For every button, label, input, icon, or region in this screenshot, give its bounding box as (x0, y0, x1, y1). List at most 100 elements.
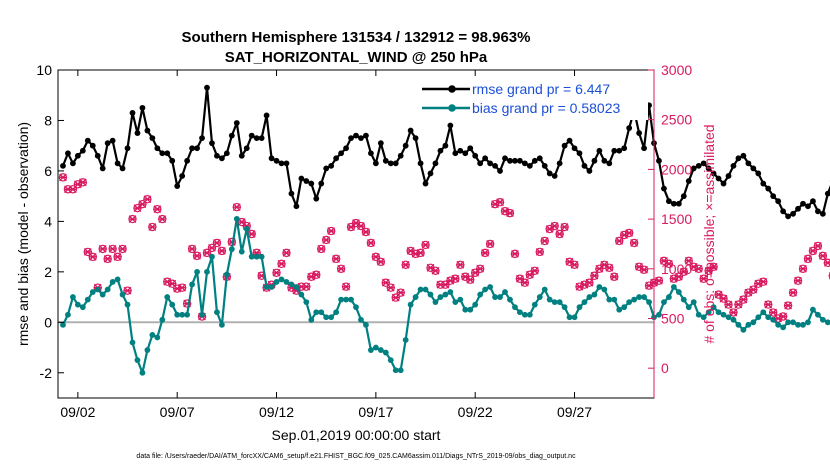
bias-data-point (656, 311, 662, 318)
bias-data-point (497, 294, 503, 300)
obs-assimilated-point (605, 263, 614, 272)
rmse-data-point (223, 150, 230, 157)
bias-data-point (343, 296, 349, 303)
rmse-data-point (586, 168, 593, 174)
bias-data-point (89, 289, 96, 295)
obs-assimilated-point (232, 203, 241, 212)
obs-assimilated-point (302, 282, 311, 291)
y-right-tick-label: 500 (661, 310, 685, 326)
obs-assimilated-point (356, 222, 365, 230)
rmse-data-point (412, 135, 419, 142)
obs-assimilated-point (317, 245, 326, 253)
obs-assimilated-point (699, 274, 708, 283)
rmse-data-point (184, 157, 191, 164)
obs-assimilated-point (272, 268, 281, 277)
obs-assimilated-point (625, 229, 634, 237)
obs-assimilated-point (451, 274, 460, 283)
rmse-data-point (566, 137, 573, 144)
obs-assimilated-point (148, 223, 157, 231)
obs-assimilated-point (664, 259, 673, 268)
rmse-data-point (795, 205, 801, 212)
rmse-data-point (179, 173, 186, 179)
bias-data-point (611, 296, 618, 303)
bias-data-point (507, 296, 513, 303)
obs-assimilated-point (396, 288, 405, 297)
rmse-data-point (581, 162, 588, 169)
y-left-tick-label: -2 (40, 365, 53, 381)
obs-assimilated-point (471, 268, 480, 277)
obs-assimilated-point (247, 230, 256, 238)
obs-assimilated-point (366, 239, 375, 247)
rmse-data-point (70, 160, 76, 167)
axes: 09/02 09/07 09/12 09/17 09/22 09/27 10 8 6 4 2 0 -2 3… (36, 62, 692, 420)
bias-data-point (238, 248, 245, 255)
rmse-data-point (661, 185, 667, 192)
bias-data-point (422, 286, 429, 293)
rmse-data-point (323, 165, 330, 172)
obs-assimilated-point (704, 266, 713, 275)
obs-assimilated-point (789, 288, 798, 297)
bias-data-point (184, 311, 191, 318)
bias-data-point (785, 319, 791, 326)
rmse-data-point (214, 152, 220, 159)
obs-assimilated-point (133, 204, 142, 213)
rmse-data-point (392, 160, 399, 167)
bias-data-point (417, 286, 424, 293)
rmse-data-point (219, 155, 225, 162)
legend: rmse grand pr = 6.447 bias grand pr = 0.… (412, 78, 648, 120)
obs-assimilated-point (108, 245, 117, 253)
obs-assimilated-point (128, 215, 137, 223)
rmse-data-point (492, 162, 498, 169)
data-file-footnote: data file: /Users/raeder/DAI/ATM_forcXX/… (136, 453, 576, 460)
x-tick-label: 09/07 (160, 404, 195, 420)
bias-data-point (223, 271, 230, 278)
obs-assimilated-point (78, 178, 87, 187)
obs-assimilated-point (322, 236, 331, 244)
rmse-data-point (780, 208, 787, 215)
rmse-data-point (124, 145, 131, 152)
obs-assimilated-point (361, 228, 370, 236)
rmse-data-point (452, 150, 459, 157)
rmse-data-point (199, 135, 205, 142)
bias-data-point (487, 284, 493, 290)
bias-data-point (288, 281, 295, 288)
bias-data-point (263, 284, 270, 290)
obs-assimilated-point (759, 277, 768, 286)
rmse-data-point (343, 145, 349, 152)
obs-assimilated-point (505, 209, 514, 218)
rmse-data-point (700, 160, 707, 167)
obs-assimilated-point (724, 300, 733, 309)
rmse-data-point (233, 120, 240, 126)
rmse-data-point (770, 193, 777, 200)
rmse-data-point (204, 84, 210, 91)
obs-assimilated-point (347, 223, 356, 231)
bias-data-point (710, 304, 717, 311)
rmse-data-point (268, 155, 275, 162)
rmse-data-point (819, 210, 826, 217)
bias-data-point (338, 296, 344, 303)
rmse-data-point (174, 183, 181, 189)
rmse-data-point (497, 168, 503, 174)
rmse-data-point (313, 195, 320, 202)
bias-data-point (164, 294, 171, 300)
y-axis-label-right: # of obs: o=possible; ×=assimilated (701, 124, 717, 343)
rmse-data-point (467, 145, 474, 152)
rmse-data-point (815, 208, 821, 215)
bias-data-point (382, 349, 389, 356)
bias-data-point (70, 294, 76, 300)
rmse-data-point (626, 125, 633, 131)
obs-assimilated-point (212, 239, 221, 247)
bias-data-point (109, 279, 116, 285)
obs-assimilated-point (803, 254, 812, 263)
bias-data-point (368, 347, 374, 353)
rmse-data-point (407, 127, 414, 134)
y-left-tick-label: 4 (44, 213, 52, 229)
obs-assimilated-point (88, 252, 97, 261)
rmse-data-point (680, 193, 687, 200)
rmse-data-point (824, 190, 830, 197)
bias-data-point (800, 321, 806, 328)
rmse-data-point (785, 213, 791, 220)
rmse-data-point (74, 152, 81, 159)
obs-assimilated-point (178, 283, 187, 292)
obs-assimilated-point (555, 230, 564, 238)
